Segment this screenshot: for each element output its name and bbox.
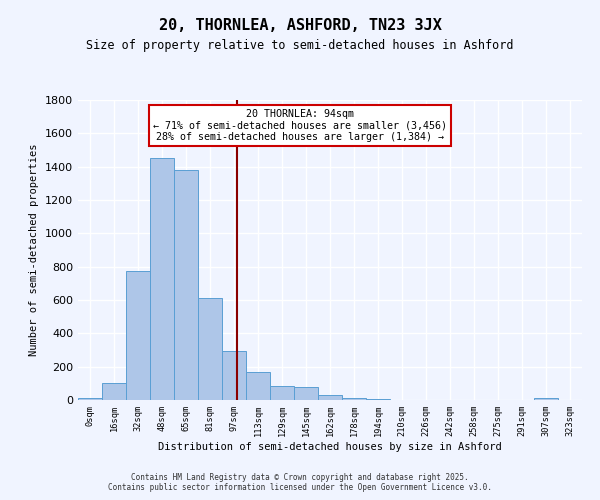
Bar [534,398,558,400]
Bar [270,386,294,400]
Bar [174,170,198,400]
Bar [318,395,342,400]
Bar [294,386,318,400]
Bar [222,351,246,400]
Bar [102,384,126,400]
Bar [342,398,366,400]
Text: Size of property relative to semi-detached houses in Ashford: Size of property relative to semi-detach… [86,40,514,52]
Bar [246,372,270,400]
Text: Contains HM Land Registry data © Crown copyright and database right 2025.
Contai: Contains HM Land Registry data © Crown c… [108,473,492,492]
Bar [198,298,222,400]
Bar [126,271,150,400]
X-axis label: Distribution of semi-detached houses by size in Ashford: Distribution of semi-detached houses by … [158,442,502,452]
Y-axis label: Number of semi-detached properties: Number of semi-detached properties [29,144,40,356]
Bar [366,399,390,400]
Bar [150,158,174,400]
Text: 20 THORNLEA: 94sqm
← 71% of semi-detached houses are smaller (3,456)
28% of semi: 20 THORNLEA: 94sqm ← 71% of semi-detache… [153,109,447,142]
Bar [78,398,102,400]
Text: 20, THORNLEA, ASHFORD, TN23 3JX: 20, THORNLEA, ASHFORD, TN23 3JX [158,18,442,32]
